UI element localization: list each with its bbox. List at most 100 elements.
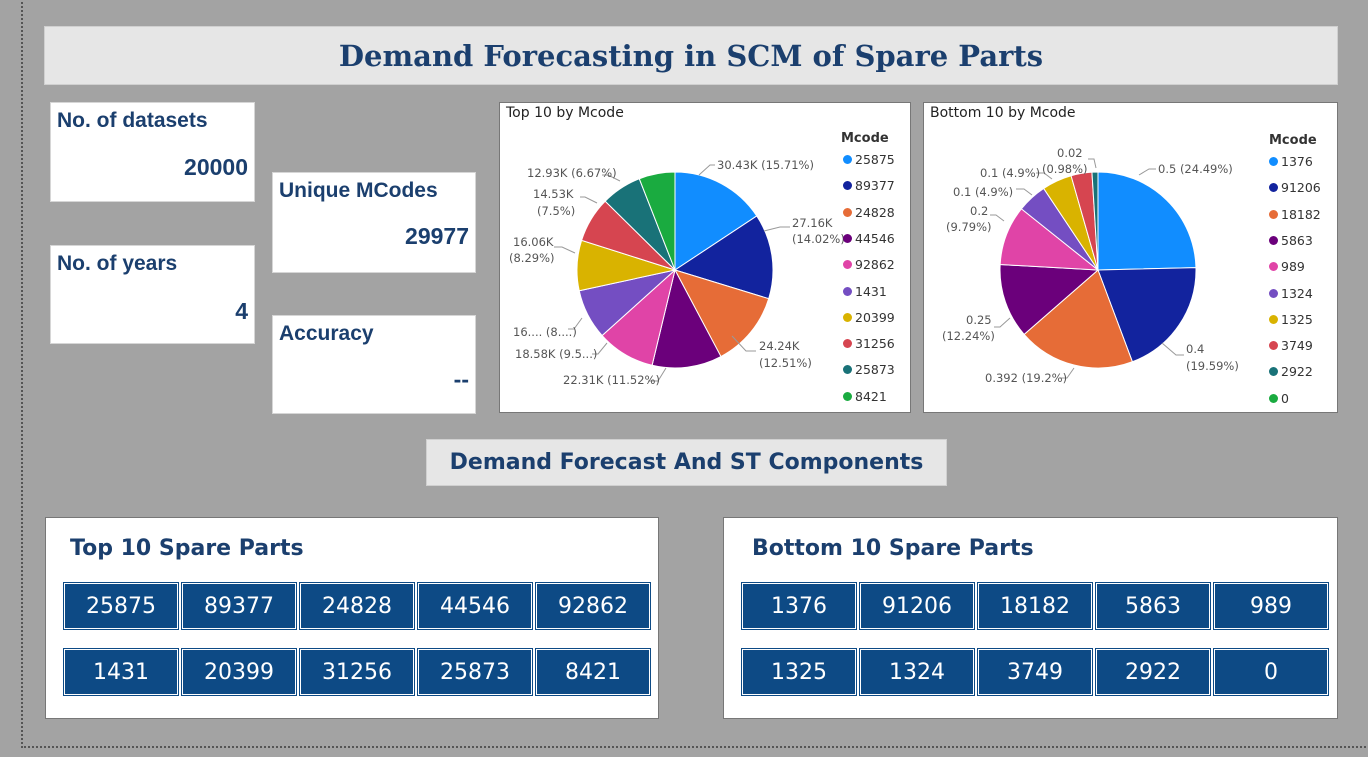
years-value: 4 [235, 298, 248, 324]
top10-legend-dot [843, 312, 852, 322]
top10-legend-item-25873[interactable]: 25873 [843, 362, 895, 377]
bottom10-legend-dot [1269, 262, 1278, 272]
top10-legend-item-44546[interactable]: 44546 [843, 231, 895, 246]
top10-part-cell[interactable]: 8421 [536, 649, 650, 695]
bottom10-label-8b: (0.98%) [1042, 162, 1088, 176]
bottom10-part-cell[interactable]: 989 [1214, 583, 1328, 629]
bottom10-legend-item-0[interactable]: 0 [1269, 391, 1289, 406]
top10-label-6: 16.... (8....) [513, 325, 577, 339]
unique-value: 29977 [405, 223, 469, 249]
bottom10-legend-item-1325[interactable]: 1325 [1269, 312, 1313, 327]
bottom10-parts-title: Bottom 10 Spare Parts [752, 536, 1034, 561]
top10-legend-dot [843, 155, 852, 164]
bottom10-slice-91206[interactable] [1097, 267, 1197, 363]
top10-label-2b: (14.02%) [792, 232, 845, 246]
bottom10-legend-label: 3749 [1281, 338, 1313, 354]
accuracy-value: -- [453, 366, 469, 392]
top10-part-cell[interactable]: 25873 [418, 649, 532, 695]
bottom10-slice-1376[interactable] [1097, 171, 1197, 271]
unique-card[interactable]: Unique MCodes 29977 [272, 172, 476, 273]
bottom10-legend-item-989[interactable]: 989 [1269, 259, 1305, 274]
top10-pie [576, 171, 774, 369]
bottom10-part-cell[interactable]: 1324 [860, 649, 974, 695]
bottom10-parts-panel: Bottom 10 Spare Parts 1376 91206 18182 5863… [723, 517, 1338, 719]
top10-part-cell[interactable]: 20399 [182, 649, 296, 695]
top10-part-cell[interactable]: 44546 [418, 583, 532, 629]
years-card[interactable]: No. of years 4 [50, 245, 255, 344]
bottom10-label-5b: (9.79%) [946, 220, 992, 234]
bottom10-slice-2922[interactable] [1091, 171, 1099, 271]
top10-legend-title: Mcode [841, 131, 889, 146]
section-title: Demand Forecast And ST Components [449, 450, 924, 475]
bottom10-legend-label: 1376 [1281, 154, 1313, 169]
bottom10-legend-item-3749[interactable]: 3749 [1269, 338, 1313, 353]
accuracy-card[interactable]: Accuracy -- [272, 315, 476, 414]
top10-legend-item-20399[interactable]: 20399 [843, 310, 895, 325]
bottom10-part-cell[interactable]: 3749 [978, 649, 1092, 695]
bottom10-legend-item-2922[interactable]: 2922 [1269, 364, 1313, 379]
top10-legend-item-89377[interactable]: 89377 [843, 178, 895, 193]
top10-slice-89377[interactable] [673, 215, 774, 300]
top10-legend-label: 25875 [855, 152, 895, 167]
top10-part-cell[interactable]: 1431 [64, 649, 178, 695]
bottom10-pie-svg [990, 158, 1197, 379]
page-title-bar: Demand Forecasting in SCM of Spare Parts [44, 26, 1338, 85]
bottom10-legend-item-5863[interactable]: 5863 [1269, 233, 1313, 248]
unique-label: Unique MCodes [279, 179, 438, 202]
datasets-value: 20000 [184, 154, 248, 180]
top10-part-cell[interactable]: 31256 [300, 649, 414, 695]
bottom10-legend-label: 5863 [1281, 232, 1313, 248]
bottom10-part-cell[interactable]: 5863 [1096, 583, 1210, 629]
top10-part-cell[interactable]: 25875 [64, 583, 178, 629]
top10-legend-item-8421[interactable]: 8421 [843, 389, 887, 404]
top10-part-cell[interactable]: 92862 [536, 583, 650, 629]
top10-legend-item-25875[interactable]: 25875 [843, 152, 895, 167]
bottom10-legend-dot [1269, 314, 1278, 324]
top10-legend-item-1431[interactable]: 1431 [843, 284, 887, 299]
top10-part-cell[interactable]: 89377 [182, 583, 296, 629]
bottom10-label-3: 0.392 (19.2%) [985, 371, 1068, 385]
bottom10-slice-18182[interactable] [1023, 269, 1134, 369]
top10-label-3a: 24.24K [759, 339, 800, 353]
bottom10-part-cell[interactable]: 18182 [978, 583, 1092, 629]
bottom10-legend-dot [1269, 367, 1278, 377]
top10-slice-24828[interactable] [673, 269, 770, 358]
top10-part-cell[interactable]: 24828 [300, 583, 414, 629]
bottom10-part-cell[interactable]: 2922 [1096, 649, 1210, 695]
top10-legend-label: 89377 [855, 178, 895, 194]
top10-label-3b: (12.51%) [759, 356, 812, 370]
bottom10-legend-item-18182[interactable]: 18182 [1269, 207, 1321, 222]
top10-legend-label: 20399 [855, 309, 895, 325]
top10-slice-8421[interactable] [638, 171, 676, 271]
bottom10-legend-label: 18182 [1281, 206, 1321, 222]
top10-legend-item-24828[interactable]: 24828 [843, 205, 895, 220]
top10-legend-item-31256[interactable]: 31256 [843, 336, 895, 351]
bottom10-slice-5863[interactable] [999, 264, 1100, 336]
top10-label-1: 30.43K (15.71%) [717, 158, 814, 172]
datasets-card[interactable]: No. of datasets 20000 [50, 102, 255, 202]
bottom10-pie-chart[interactable]: Bottom 10 by Mcode 0.5 (24.49%) 0.4 (19.… [923, 102, 1338, 413]
page-title: Demand Forecasting in SCM of Spare Parts [338, 38, 1044, 73]
top10-label-7a: 16.06K [513, 235, 554, 249]
bottom10-part-cell[interactable]: 1325 [742, 649, 856, 695]
bottom10-legend-label: 0 [1281, 390, 1289, 406]
bottom10-label-5a: 0.2 [970, 204, 989, 218]
bottom10-legend-item-1376[interactable]: 1376 [1269, 154, 1313, 169]
bottom10-part-cell[interactable]: 0 [1214, 649, 1328, 695]
bottom10-legend-item-1324[interactable]: 1324 [1269, 286, 1313, 301]
top10-legend-label: 44546 [855, 230, 895, 246]
bottom10-legend-item-91206[interactable]: 91206 [1269, 180, 1321, 195]
top10-parts-panel: Top 10 Spare Parts 25875 89377 24828 44546 9… [45, 517, 659, 719]
top10-chart-title: Top 10 by Mcode [506, 105, 624, 121]
top10-label-8b: (7.5%) [537, 204, 576, 218]
bottom10-legend-label: 2922 [1281, 364, 1313, 380]
top10-pie-chart[interactable]: Top 10 by Mcode 30.43K (15.71%) 27.16K (… [499, 102, 911, 413]
bottom10-label-2a: 0.4 [1186, 342, 1205, 356]
bottom10-legend-dot [1269, 235, 1278, 245]
bottom10-part-cell[interactable]: 91206 [860, 583, 974, 629]
top10-legend-item-92862[interactable]: 92862 [843, 257, 895, 272]
bottom10-label-6: 0.1 (4.9%) [953, 185, 1014, 199]
bottom10-part-cell[interactable]: 1376 [742, 583, 856, 629]
top10-slice-25875[interactable] [674, 171, 758, 271]
bottom10-leader-lines [990, 158, 1184, 379]
